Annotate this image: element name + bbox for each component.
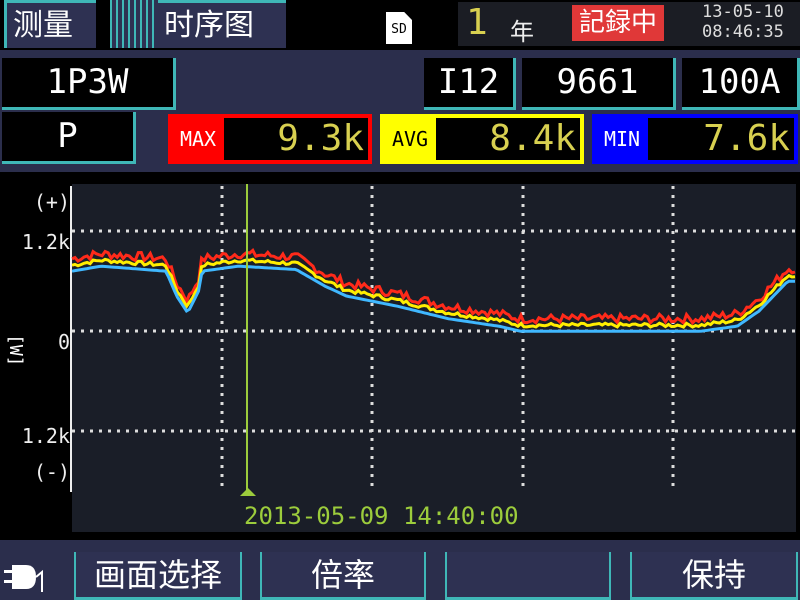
zoom-ratio-button[interactable]: 倍率 [260, 552, 426, 600]
plot-area [72, 184, 796, 532]
empty-function-button[interactable] [445, 552, 611, 600]
min-label: MIN [603, 127, 641, 151]
y-zero-tick: 0 [57, 330, 70, 354]
series-min-line [71, 264, 795, 333]
min-value: 7.6k [648, 118, 794, 160]
sensor-value[interactable]: 9661 [522, 58, 676, 110]
wiring-value[interactable]: 1P3W [2, 58, 176, 110]
hold-button[interactable]: 保持 [630, 552, 798, 600]
clock-time: 08:46:35 [702, 22, 784, 42]
max-label: MAX [179, 127, 217, 151]
max-value: 9.3k [224, 118, 368, 160]
range-value[interactable]: 100A [682, 58, 800, 110]
interval-unit: 年 [510, 18, 534, 46]
tab-measure[interactable]: 测量 [4, 0, 96, 48]
avg-stat: AVG 8.4k [380, 114, 584, 164]
recording-status-badge: 記録中 [572, 5, 664, 41]
avg-value: 8.4k [436, 118, 580, 160]
y-minus-label: (-) [33, 460, 70, 484]
y-bottom-tick: 1.2k [21, 424, 70, 448]
y-top-tick: 1.2k [21, 230, 70, 254]
tab-stripes-icon [110, 0, 158, 48]
max-stat: MAX 9.3k [168, 114, 372, 164]
screen-select-button[interactable]: 画面选择 [74, 552, 242, 600]
sd-card-icon: SD [386, 12, 412, 44]
interval-value: 1 [466, 2, 488, 43]
avg-label: AVG [391, 127, 429, 151]
channel-value[interactable]: I12 [424, 58, 516, 110]
y-plus-label: (+) [33, 190, 70, 214]
tab-timeseries[interactable]: 时序图 [158, 0, 286, 48]
clock-date: 13-05-10 [702, 2, 784, 22]
cursor-marker-icon[interactable] [240, 488, 256, 496]
y-axis-line [70, 186, 72, 492]
ac-plug-icon [4, 562, 44, 592]
parameter-value[interactable]: P [2, 112, 136, 164]
cursor-timestamp: 2013-05-09 14:40:00 [244, 502, 519, 530]
series-avg-line [71, 257, 796, 329]
min-stat: MIN 7.6k [592, 114, 798, 164]
series-max-line [71, 248, 796, 326]
